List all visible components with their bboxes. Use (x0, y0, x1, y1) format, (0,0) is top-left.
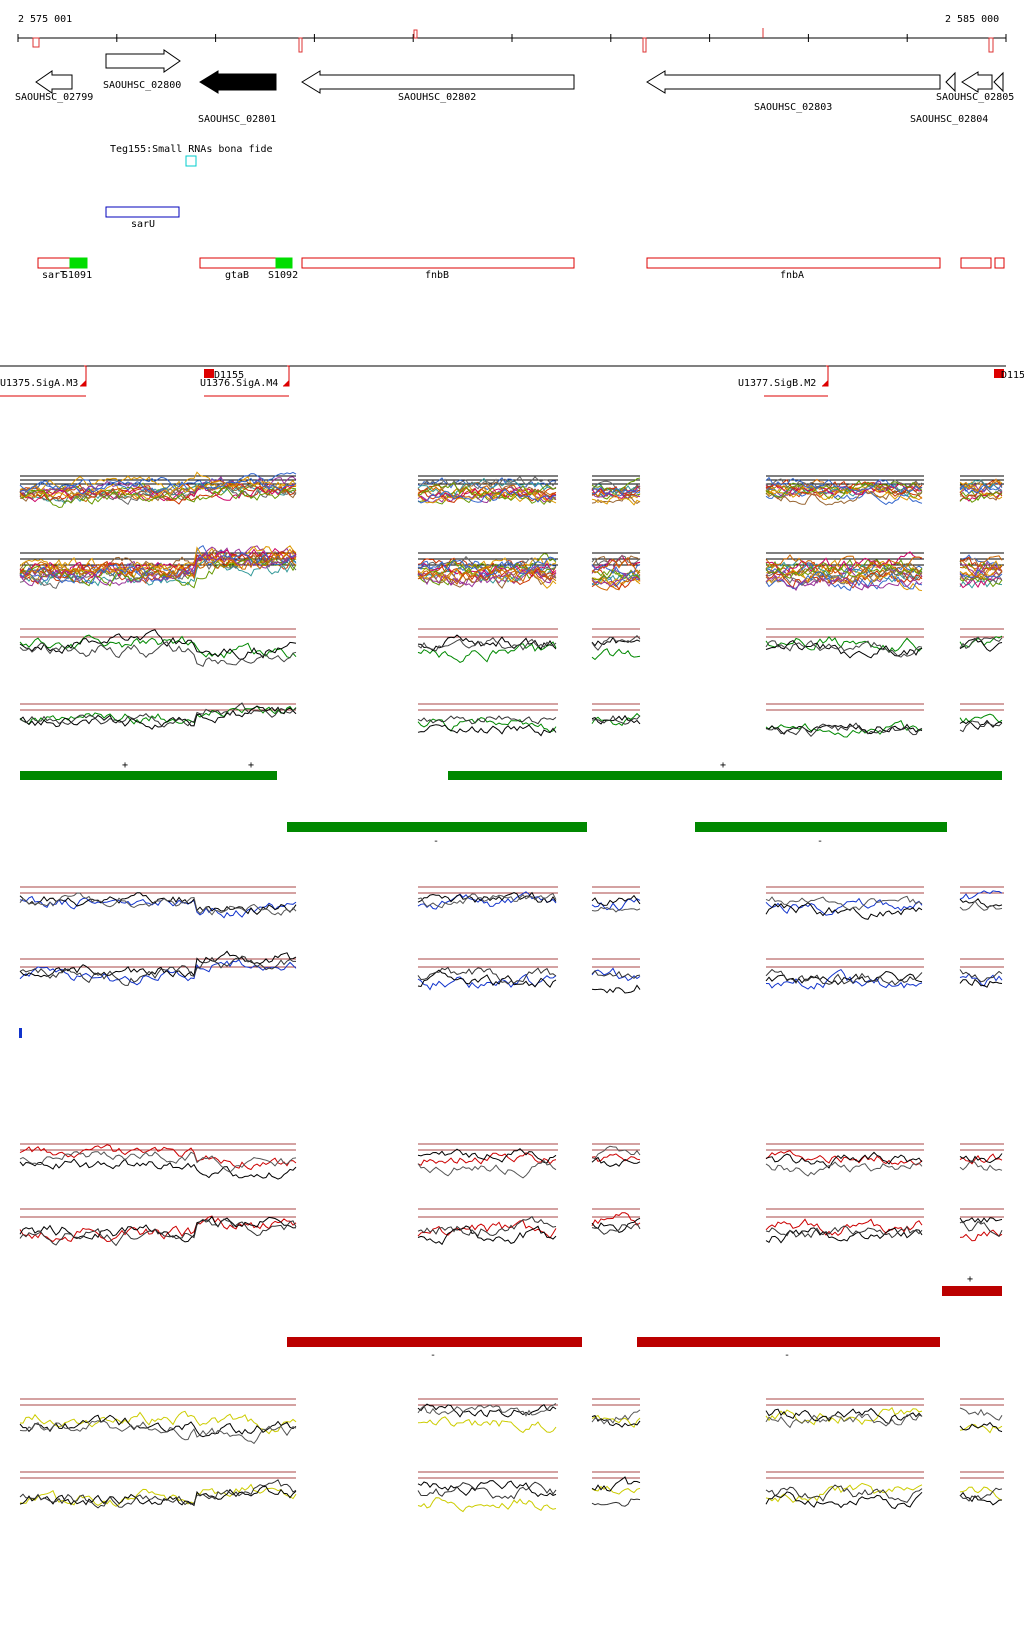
promoter-track: U1375.SigA.M3 D1155 U1376.SigA.M4 U1377.… (0, 365, 1024, 397)
segment-track-red-plus: + (942, 1274, 1002, 1296)
promoter-U1376[interactable]: U1376.SigA.M4 (200, 365, 290, 397)
gene-SAOUHSC_02805[interactable]: SAOUHSC_02805 (936, 71, 1014, 103)
gene-label-02800: SAOUHSC_02800 (103, 80, 181, 91)
expression-panels (19, 471, 1004, 1513)
ruler-ticks (17, 34, 1007, 42)
promoter-D1155[interactable]: D1155 (204, 369, 244, 381)
gene-track: SAOUHSC_02799 SAOUHSC_02800 SAOUHSC_0280… (15, 49, 1014, 125)
promoter-U1375[interactable]: U1375.SigA.M3 (0, 365, 87, 397)
label-S1091: S1091 (62, 270, 92, 281)
feature-S1092[interactable] (275, 257, 293, 269)
segment-plus-mark-1: + (122, 760, 128, 771)
promoter-label-U1377: U1377.SigB.M2 (738, 378, 816, 389)
coordinate-ruler: 2 575 001 2 585 000 (17, 14, 1007, 53)
gene-SAOUHSC_02799[interactable]: SAOUHSC_02799 (15, 70, 93, 103)
promoter-D115[interactable]: D115 (994, 369, 1024, 381)
gene-label-02805: SAOUHSC_02805 (936, 92, 1014, 103)
ruler-markers (32, 28, 994, 53)
yellow-trace-panel-1 (19, 1398, 1004, 1445)
segment-blue-1[interactable] (19, 1028, 22, 1038)
small-rna-feature[interactable]: Teg155:Small RNAs bona fide (110, 144, 273, 167)
multi-trace-panel-2 (19, 545, 1004, 592)
segment-minus-mark-2: - (817, 836, 823, 847)
gene-label-02802: SAOUHSC_02802 (398, 92, 476, 103)
feature-track: sarT S1091 gtaB S1092 fnbB fnbA (37, 257, 1005, 281)
segment-track-green-plus: + + + (20, 760, 1002, 780)
label-S1092: S1092 (268, 270, 298, 281)
gene-SAOUHSC_02801[interactable]: SAOUHSC_02801 (198, 70, 277, 125)
promoter-label-U1375: U1375.SigA.M3 (0, 378, 78, 389)
multi-trace-panel-1 (19, 471, 1004, 509)
segment-red-minus-2[interactable] (637, 1337, 940, 1347)
segment-red-minus-1[interactable] (287, 1337, 582, 1347)
green-trace-panel-1 (19, 628, 1004, 667)
promoter-U1377[interactable]: U1377.SigB.M2 (738, 365, 829, 397)
ruler-end-label: 2 585 000 (945, 14, 999, 25)
gene-label-02799: SAOUHSC_02799 (15, 92, 93, 103)
segment-plus-mark-4: + (967, 1274, 973, 1285)
segment-track-green-minus: - - (287, 822, 947, 847)
segment-minus-mark-1: - (433, 836, 439, 847)
gene-label-02804: SAOUHSC_02804 (910, 114, 988, 125)
segment-green-minus-1[interactable] (287, 822, 587, 832)
ruler-start-label: 2 575 001 (18, 14, 72, 25)
small-rna-label: Teg155:Small RNAs bona fide (110, 144, 273, 155)
segment-minus-mark-3: - (430, 1350, 436, 1361)
gene-SAOUHSC_02804[interactable]: SAOUHSC_02804 (910, 71, 993, 125)
segment-green-plus-2[interactable] (448, 771, 1002, 780)
gene-SAOUHSC_02800[interactable]: SAOUHSC_02800 (103, 49, 181, 91)
segment-minus-mark-4: - (784, 1350, 790, 1361)
promoter-id-D115: D115 (1001, 370, 1024, 381)
label-sarT: sarT (42, 270, 66, 281)
label-gtaB: gtaB (225, 270, 249, 281)
feature-extra-1[interactable] (960, 257, 992, 269)
feature-fnbA[interactable] (646, 257, 941, 269)
label-fnbA: fnbA (780, 270, 804, 281)
segment-plus-mark-3: + (720, 760, 726, 771)
segment-green-minus-2[interactable] (695, 822, 947, 832)
gene-label-02801: SAOUHSC_02801 (198, 114, 276, 125)
feature-S1091[interactable] (69, 257, 88, 269)
gene-label-02803: SAOUHSC_02803 (754, 102, 832, 113)
red-trace-panel-2 (19, 1208, 1004, 1247)
gene-SAOUHSC_02803[interactable]: SAOUHSC_02803 (646, 70, 941, 113)
green-trace-panel-2 (19, 702, 1004, 738)
sarU-label: sarU (131, 219, 155, 230)
blue-trace-panel-2 (19, 950, 1004, 994)
blue-trace-panel-1 (19, 886, 1004, 920)
gene-SAOUHSC_02802[interactable]: SAOUHSC_02802 (301, 70, 575, 103)
segment-red-plus-1[interactable] (942, 1286, 1002, 1296)
segment-green-plus-1[interactable] (20, 771, 277, 780)
feature-fnbB[interactable] (301, 257, 575, 269)
feature-extra-2[interactable] (994, 257, 1005, 269)
yellow-trace-panel-2 (19, 1471, 1004, 1513)
promoter-label-U1376: U1376.SigA.M4 (200, 378, 278, 389)
label-fnbB: fnbB (425, 270, 449, 281)
segment-track-red-minus: - - (287, 1337, 940, 1361)
promoter-id-D1155: D1155 (214, 370, 244, 381)
segment-plus-mark-2: + (248, 760, 254, 771)
segment-track-blue (19, 1028, 22, 1038)
sarU-feature[interactable]: sarU (105, 206, 180, 230)
red-trace-panel-1 (19, 1143, 1004, 1180)
